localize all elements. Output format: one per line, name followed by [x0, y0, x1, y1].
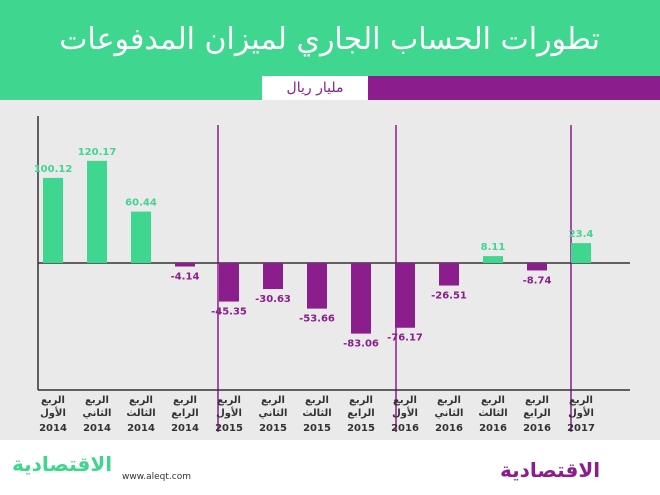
tick-label-order-1: الأول — [40, 406, 66, 419]
chart-area — [0, 100, 660, 440]
tick-label-quarter-13: الربع — [569, 395, 593, 406]
chart-title: تطورات الحساب الجاري لميزان المدفوعات — [59, 22, 600, 57]
data-label-11: 8.11 — [481, 242, 506, 253]
tick-label-order-7: الثالث — [302, 408, 331, 419]
tick-label-year-12: 2016 — [523, 423, 551, 434]
bar-chart: 100.12الربعالأول2014120.17الربعالثاني201… — [34, 116, 630, 434]
tick-label-quarter-4: الربع — [173, 395, 197, 406]
bar-3 — [131, 211, 151, 263]
footer — [0, 440, 660, 495]
bar-11 — [483, 256, 503, 263]
tick-label-quarter-11: الربع — [481, 395, 505, 406]
tick-label-quarter-6: الربع — [261, 395, 285, 406]
tick-label-order-13: الأول — [568, 406, 594, 419]
bar-6 — [263, 263, 283, 290]
bar-4 — [175, 263, 195, 267]
tick-label-quarter-2: الربع — [85, 395, 109, 406]
tick-label-year-6: 2015 — [259, 423, 287, 434]
tick-label-quarter-8: الربع — [349, 395, 373, 406]
tick-label-order-3: الثالث — [126, 408, 155, 419]
logo-right: الاقتصادية — [500, 458, 601, 482]
tick-label-year-9: 2016 — [391, 423, 419, 434]
tick-label-year-13: 2017 — [567, 423, 595, 434]
data-label-6: -30.63 — [255, 294, 291, 305]
tick-label-year-8: 2015 — [347, 423, 375, 434]
unit-label: مليار ريال — [262, 76, 368, 100]
data-label-8: -83.06 — [343, 339, 379, 350]
tick-label-order-9: الأول — [392, 406, 418, 419]
bar-7 — [307, 263, 327, 309]
data-label-2: 120.17 — [78, 147, 117, 158]
tick-label-order-8: الرابع — [347, 408, 374, 419]
data-label-13: 23.4 — [569, 229, 594, 240]
data-label-7: -53.66 — [299, 314, 335, 325]
tick-label-year-5: 2015 — [215, 423, 243, 434]
data-label-5: -45.35 — [211, 307, 247, 318]
tick-label-year-3: 2014 — [127, 423, 155, 434]
tick-label-year-4: 2014 — [171, 423, 199, 434]
tick-label-year-7: 2015 — [303, 423, 331, 434]
bar-13 — [571, 243, 591, 263]
tick-label-order-2: الثاني — [83, 408, 112, 419]
tick-label-order-6: الثاني — [259, 408, 288, 419]
tick-label-quarter-9: الربع — [393, 395, 417, 406]
data-label-10: -26.51 — [431, 291, 467, 302]
bar-1 — [43, 177, 63, 263]
tick-label-quarter-3: الربع — [129, 395, 153, 406]
tick-label-quarter-10: الربع — [437, 395, 461, 406]
bar-5 — [219, 263, 239, 302]
tick-label-order-12: الرابع — [523, 408, 550, 419]
data-label-9: -76.17 — [387, 333, 423, 344]
bar-8 — [351, 263, 371, 334]
data-label-4: -4.14 — [171, 272, 200, 283]
data-label-3: 60.44 — [125, 198, 157, 209]
logo-left: الاقتصادية — [12, 452, 113, 476]
tick-label-order-4: الرابع — [171, 408, 198, 419]
tick-label-year-1: 2014 — [39, 423, 67, 434]
bar-2 — [87, 160, 107, 263]
tick-label-order-11: الثالث — [478, 408, 507, 419]
data-label-12: -8.74 — [523, 275, 552, 286]
tick-label-year-10: 2016 — [435, 423, 463, 434]
site-url[interactable]: www.aleqt.com — [122, 472, 191, 482]
bar-12 — [527, 263, 547, 271]
bar-10 — [439, 263, 459, 286]
tick-label-quarter-5: الربع — [217, 395, 241, 406]
tick-label-quarter-1: الربع — [41, 395, 65, 406]
data-label-1: 100.12 — [34, 164, 73, 175]
tick-label-year-2: 2014 — [83, 423, 111, 434]
tick-label-order-5: الأول — [216, 406, 242, 419]
tick-label-year-11: 2016 — [479, 423, 507, 434]
tick-label-quarter-12: الربع — [525, 395, 549, 406]
tick-label-order-10: الثاني — [435, 408, 464, 419]
tick-label-quarter-7: الربع — [305, 395, 329, 406]
bar-9 — [395, 263, 415, 328]
